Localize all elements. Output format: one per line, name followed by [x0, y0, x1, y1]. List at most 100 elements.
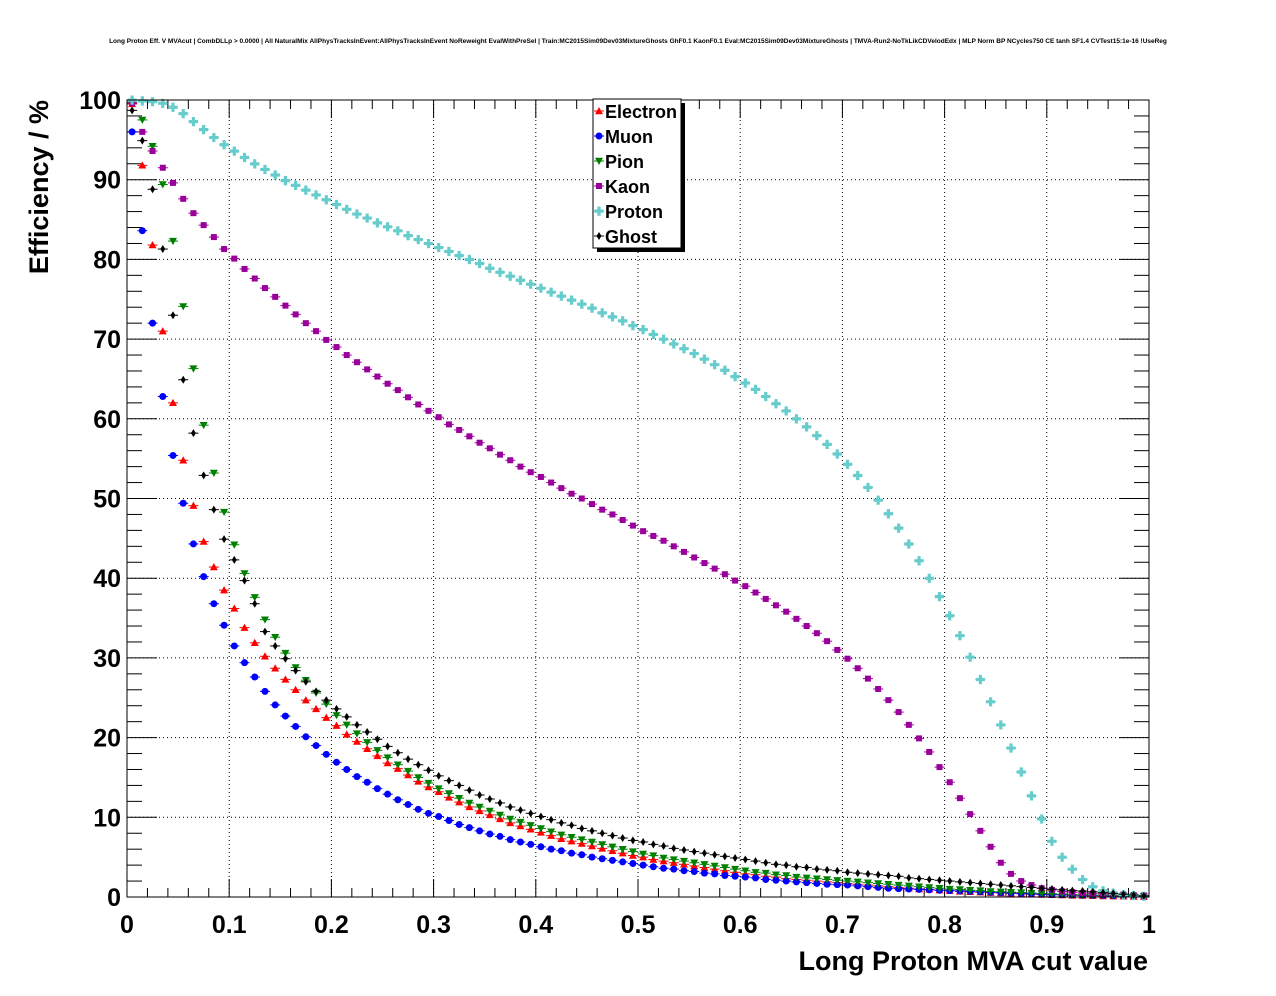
kaon-point — [221, 246, 228, 253]
proton-point — [474, 258, 485, 269]
proton-point — [311, 190, 321, 200]
ghost-point — [865, 869, 871, 878]
ghost-point — [405, 755, 411, 764]
ghost-point — [517, 806, 523, 815]
ghost-point — [374, 735, 380, 744]
proton-point — [147, 97, 158, 107]
muon-point — [465, 824, 473, 832]
muon-point — [292, 722, 300, 730]
proton-point — [802, 422, 812, 432]
proton-point — [403, 230, 413, 241]
ghost-point — [231, 555, 237, 564]
y-tick-label: 60 — [93, 406, 121, 434]
kaon-point — [180, 195, 187, 202]
kaon-point — [261, 285, 268, 292]
electron-point — [363, 744, 372, 752]
legend-marker-muon — [595, 132, 603, 140]
pion-point — [669, 856, 678, 864]
pion-point — [945, 885, 954, 894]
ghost-point — [712, 850, 718, 859]
muon-point — [803, 879, 811, 887]
proton-point — [372, 218, 382, 228]
pion-point — [710, 862, 719, 870]
ghost-point — [354, 720, 360, 729]
pion-point — [741, 867, 750, 875]
kaon-point — [251, 275, 258, 282]
muon-point — [537, 843, 545, 851]
kaon-point — [169, 179, 176, 186]
proton-point — [137, 96, 147, 106]
legend-label-muon: Muon — [605, 127, 653, 147]
ghost-point — [630, 836, 636, 845]
kaon-point — [466, 433, 473, 440]
proton-point — [178, 109, 188, 119]
kaon-point — [732, 577, 739, 584]
muon-point — [333, 758, 341, 766]
ghost-point — [977, 879, 983, 888]
muon-point — [782, 877, 790, 885]
kaon-point — [864, 675, 871, 682]
ghost-point — [1090, 887, 1096, 896]
proton-point — [587, 303, 597, 313]
muon-point — [128, 128, 136, 136]
pion-point — [444, 790, 453, 798]
proton-point — [546, 287, 556, 297]
muon-point — [486, 830, 494, 838]
ghost-point — [272, 641, 278, 650]
pion-point — [649, 852, 658, 860]
pion-point — [179, 303, 188, 311]
pion-point — [148, 143, 157, 151]
ghost-point — [1008, 881, 1014, 890]
ghost-point — [313, 687, 319, 696]
ghost-point — [732, 853, 738, 862]
pion-point — [608, 843, 617, 851]
kaon-point — [885, 697, 892, 704]
proton-point — [1026, 791, 1037, 801]
chart-title: Long Proton Eff. V MVAcut | CombDLLp > 0… — [109, 38, 1167, 45]
pion-point — [506, 815, 515, 823]
y-tick-label: 40 — [93, 565, 121, 593]
ghost-point — [599, 829, 605, 838]
muon-point — [261, 687, 269, 695]
pion-point — [496, 811, 505, 819]
proton-point — [280, 175, 291, 186]
ghost-point — [650, 840, 656, 849]
proton-point — [761, 391, 771, 402]
proton-point — [188, 117, 199, 127]
ghost-point — [947, 877, 953, 886]
pion-point — [342, 721, 351, 729]
legend-label-kaon: Kaon — [605, 177, 650, 197]
ghost-point — [558, 818, 564, 827]
y-tick-label: 10 — [93, 804, 121, 832]
proton-point — [607, 312, 618, 322]
proton-point — [556, 291, 566, 301]
proton-point — [597, 308, 607, 318]
pion-point — [823, 876, 832, 884]
ghost-point — [1100, 888, 1106, 897]
kaon-point — [333, 344, 340, 351]
proton-point — [566, 295, 577, 305]
proton-point — [229, 146, 239, 156]
muon-point — [424, 809, 432, 817]
legend-marker-electron — [595, 107, 603, 115]
proton-point — [291, 180, 301, 190]
pion-point — [393, 761, 402, 769]
muon-point — [312, 742, 320, 750]
x-tick-label: 0.5 — [621, 911, 656, 939]
ghost-point — [793, 862, 799, 871]
proton-point — [1077, 874, 1088, 885]
ghost-point — [1110, 889, 1116, 898]
pion-point — [771, 871, 780, 879]
ghost-point — [211, 505, 217, 514]
ghost-point — [742, 855, 748, 864]
ghost-point — [242, 576, 248, 585]
pion-point — [874, 880, 883, 888]
pion-point — [455, 794, 464, 803]
proton-point — [740, 378, 750, 388]
ghost-point — [763, 858, 769, 867]
pion-point — [189, 365, 198, 373]
ghost-point — [180, 375, 186, 384]
proton-point — [219, 140, 229, 150]
proton-point — [454, 250, 464, 261]
kaon-point — [916, 735, 923, 742]
